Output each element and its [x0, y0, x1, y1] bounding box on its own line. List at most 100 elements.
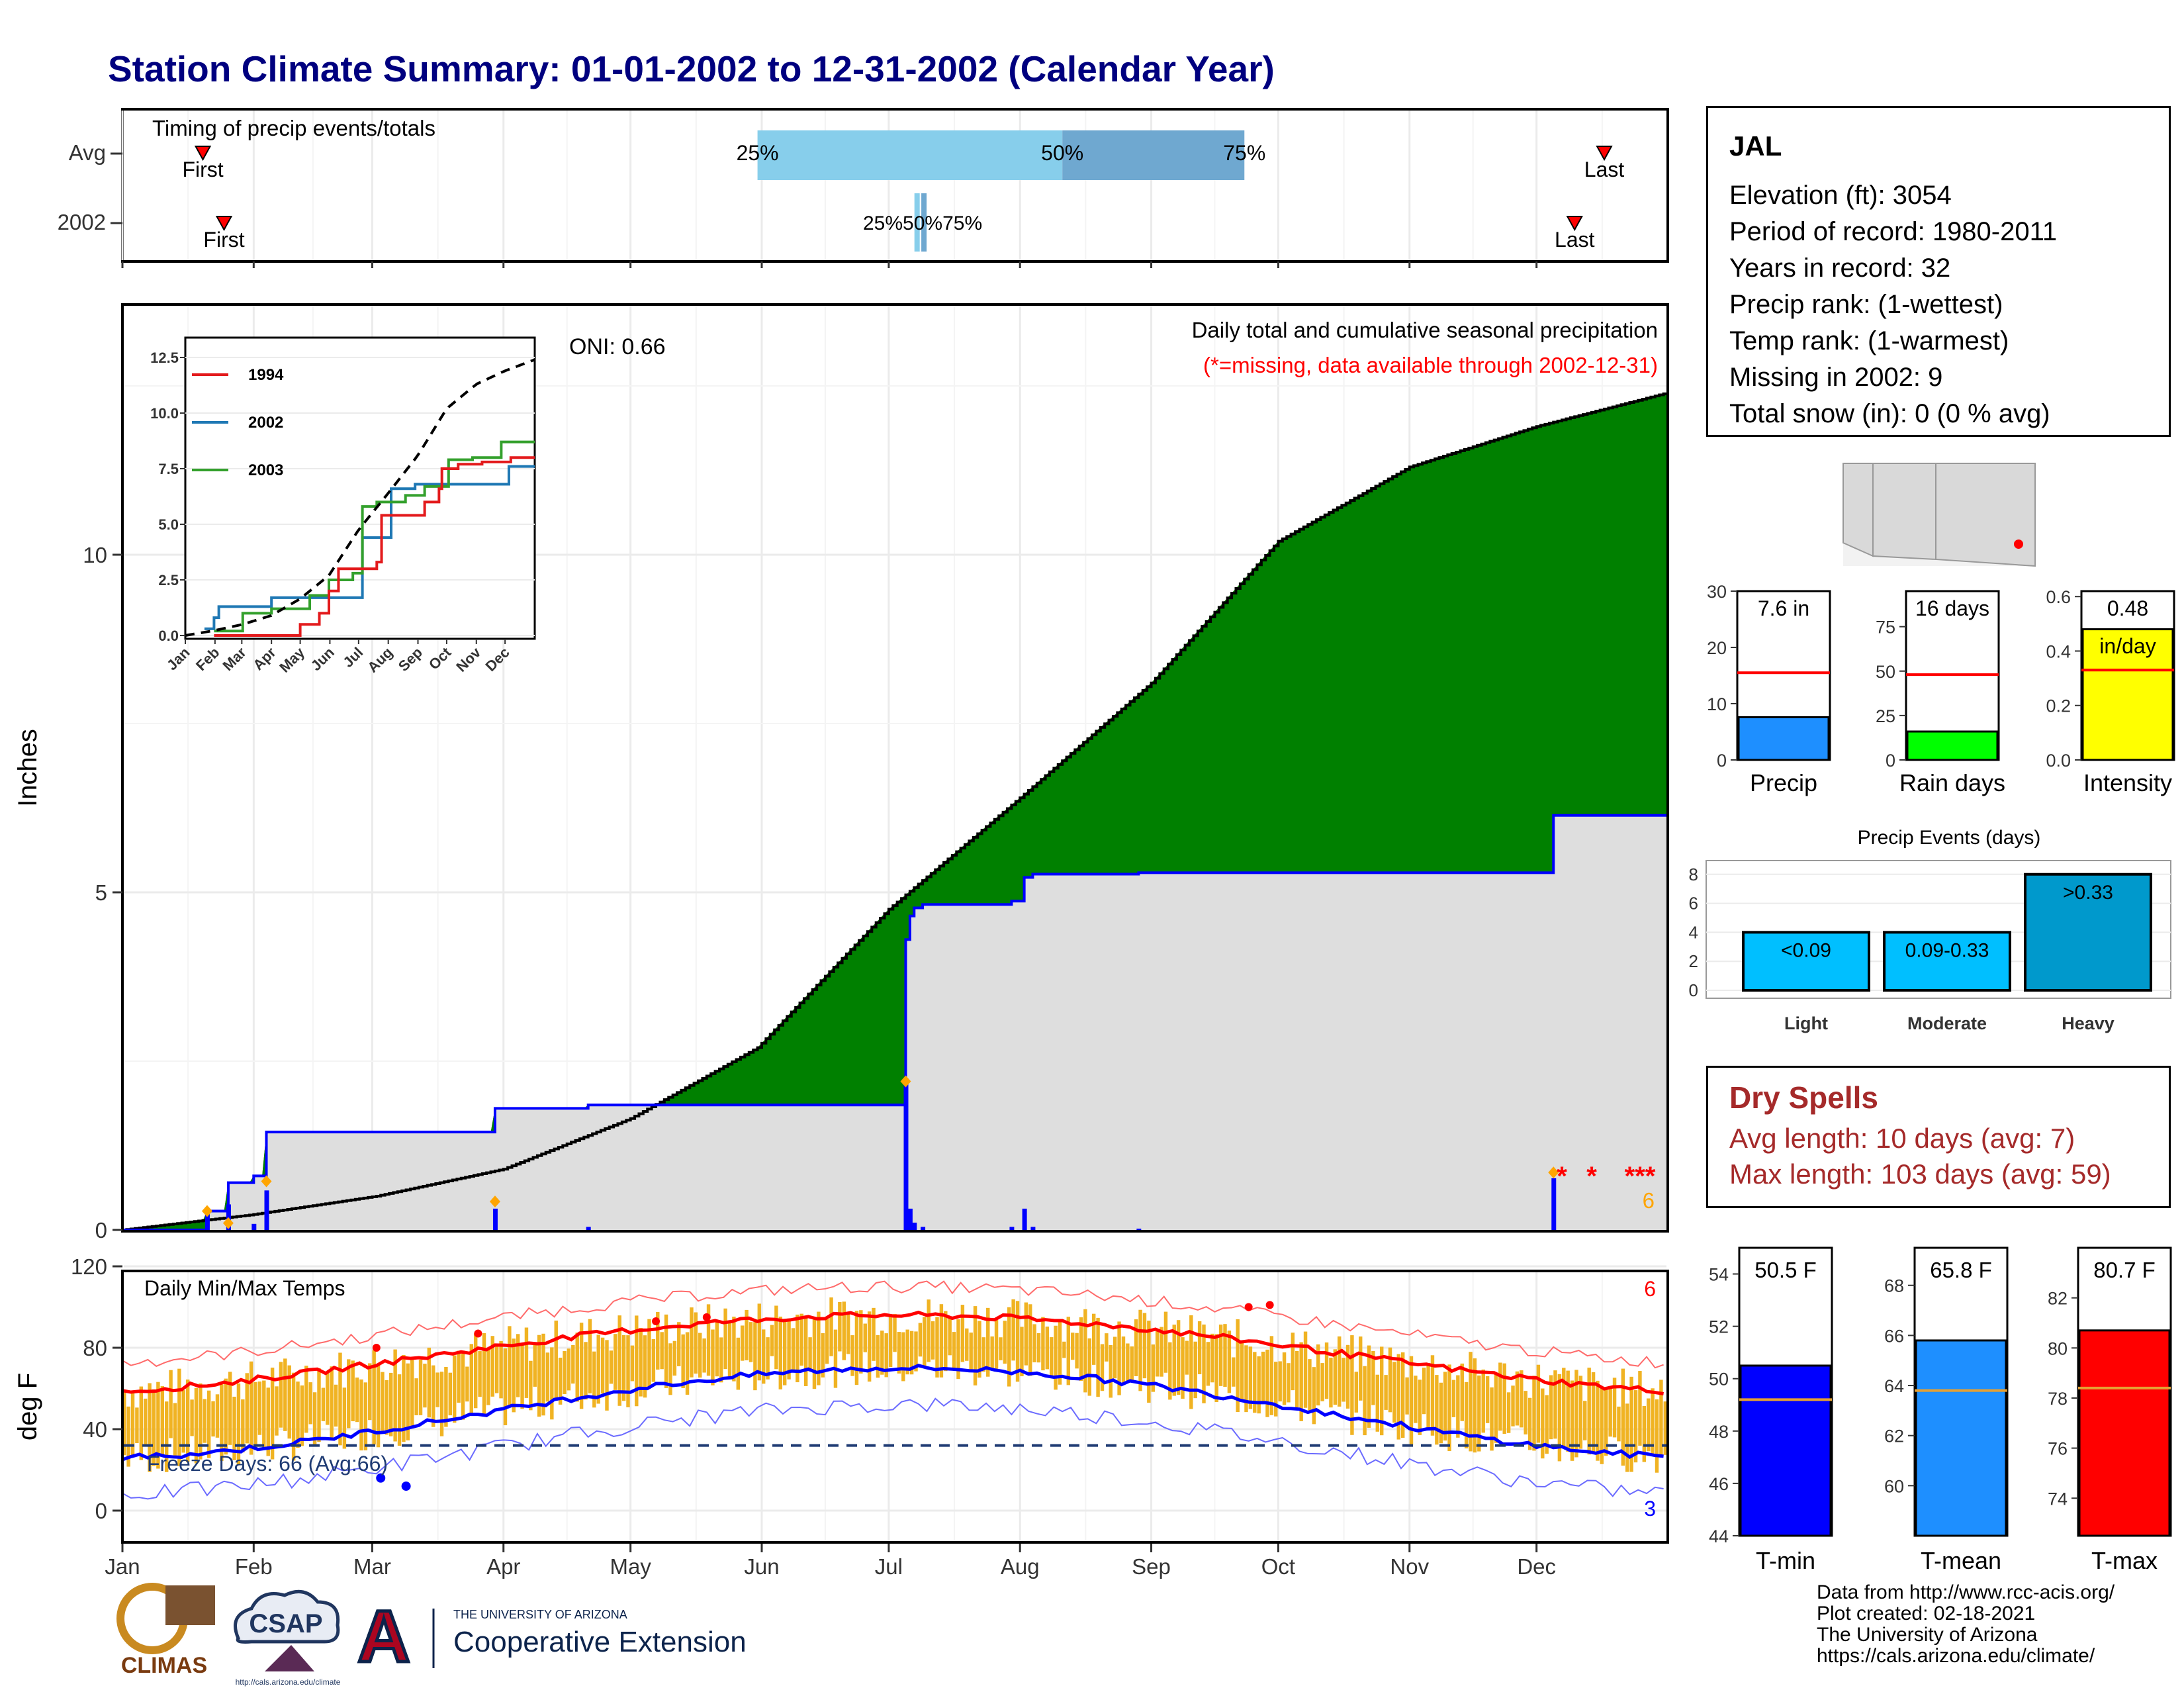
temp-bar-263	[1236, 1319, 1240, 1413]
temp-bar-73	[432, 1365, 435, 1427]
temp-bar-359	[1642, 1406, 1647, 1462]
summary-bar-0-tick-label-1: 10	[1707, 694, 1727, 714]
temp-bar-331	[1524, 1391, 1527, 1434]
summary-bar-fill-0	[1737, 716, 1830, 761]
temp-bar-61	[381, 1372, 385, 1431]
temp-bar-55	[355, 1377, 359, 1423]
temps-ytick-label-2: 80	[83, 1336, 107, 1360]
temp-bar-96	[529, 1360, 533, 1411]
temp-bar-308	[1426, 1363, 1430, 1429]
temp-bar-211	[1015, 1301, 1020, 1382]
temp-bar-90	[503, 1348, 508, 1426]
record-max-line	[122, 1280, 1664, 1369]
temp-bar-15	[185, 1379, 190, 1462]
temp-bar-2-tick-label-3: 80	[2048, 1338, 2068, 1358]
daily-precip-bar-8	[912, 1222, 917, 1230]
temp-bar-246	[1163, 1311, 1168, 1373]
event-dot-4	[900, 1075, 911, 1088]
temp-bar-105	[567, 1348, 571, 1391]
temp-bar-135	[694, 1312, 698, 1374]
events-cat-label-0: Light	[1784, 1013, 1828, 1033]
oni-label: ONI: 0.66	[569, 334, 666, 359]
temp-bar-fill-0	[1739, 1364, 1832, 1537]
temp-bar-17	[194, 1387, 199, 1464]
temp-bar-value-1: 65.8 F	[1930, 1258, 1992, 1282]
temp-bar-76	[444, 1366, 448, 1427]
temp-bar-139	[711, 1329, 715, 1385]
station-temp-rank: Temp rank: (1-warmest)	[1729, 326, 2009, 355]
temp-bar-186	[909, 1331, 914, 1375]
temp-bar-256	[1206, 1342, 1210, 1386]
temp-bar-39	[287, 1365, 291, 1439]
temp-bar-189	[923, 1317, 927, 1368]
temp-bar-fill-1	[1915, 1339, 2007, 1537]
temp-bar-361	[1651, 1388, 1655, 1456]
temp-bar-118	[621, 1335, 626, 1401]
temp-bar-225	[1075, 1333, 1079, 1369]
temp-bar-354	[1621, 1368, 1625, 1466]
temp-bar-23	[220, 1384, 224, 1462]
temp-bar-266	[1248, 1346, 1253, 1409]
record-low-dot-0	[376, 1473, 386, 1483]
month-axis: Jan Feb Mar Apr May Jun Jul Aug Sep Oct Nov Dec	[105, 1544, 1556, 1579]
credits: Data from http://www.rcc-acis.org/ Plot …	[1817, 1582, 2115, 1667]
temp-bar-343	[1574, 1370, 1578, 1458]
inset-ytick-label-4: 10.0	[150, 405, 179, 422]
temp-bar-100	[545, 1352, 550, 1402]
temp-bar-57	[363, 1382, 368, 1451]
temp-bar-72	[427, 1347, 432, 1418]
temp-bar-19	[203, 1399, 206, 1443]
record-high-dot-2	[652, 1317, 660, 1326]
temp-bar-167	[829, 1297, 833, 1356]
cumulative-2002-area	[122, 815, 1668, 1230]
temp-bar-0-tick-label-0: 44	[1709, 1526, 1729, 1546]
temp-bar-112	[596, 1335, 600, 1404]
summary-bar-label-0: Precip	[1750, 769, 1817, 796]
temp-bar-326	[1502, 1363, 1506, 1434]
missing-marks: * * ***	[1557, 1162, 1656, 1191]
temp-bar-51	[338, 1352, 342, 1446]
temp-bar-228	[1087, 1338, 1092, 1396]
precip-border	[121, 303, 1669, 1233]
temp-bar-265	[1244, 1345, 1248, 1413]
temp-bar-234	[1113, 1336, 1117, 1379]
temp-bar-251	[1185, 1340, 1189, 1375]
temp-bar-248	[1172, 1325, 1176, 1396]
temp-bar-159	[796, 1314, 799, 1383]
temp-bar-231	[1100, 1344, 1105, 1391]
inset-ytick-label-2: 5.0	[158, 516, 179, 533]
temp-bar-306	[1418, 1380, 1422, 1435]
temp-bar-254	[1197, 1321, 1202, 1375]
temp-bar-133	[685, 1332, 690, 1395]
inset-ytick-label-3: 7.5	[158, 461, 179, 477]
temp-bar-338	[1553, 1370, 1557, 1439]
temp-bar-247	[1168, 1342, 1172, 1400]
csap-url: http://cals.arizona.edu/climate	[236, 1677, 341, 1687]
temp-bar-317	[1464, 1382, 1469, 1449]
record-high-dot-1	[474, 1329, 482, 1338]
climas-text: CLIMAS	[121, 1653, 207, 1678]
temp-bar-253	[1193, 1341, 1197, 1399]
temp-bar-291	[1354, 1372, 1359, 1413]
temp-bar-301	[1396, 1354, 1401, 1440]
event-dot-3	[489, 1196, 500, 1208]
temp-bar-196	[952, 1332, 956, 1369]
temp-bar-129	[668, 1343, 672, 1395]
temp-bar-269	[1261, 1351, 1265, 1403]
dry-spells-box: Dry Spells Avg length: 10 days (avg: 7) …	[1706, 1066, 2171, 1208]
temp-bar-142	[723, 1308, 727, 1370]
temp-bar-319	[1473, 1358, 1477, 1453]
credit-source: Data from http://www.rcc-acis.org/	[1817, 1581, 2115, 1603]
temp-bar-276	[1291, 1333, 1295, 1391]
events-cat-label-2: Heavy	[2062, 1013, 2115, 1033]
temp-bar-43	[304, 1366, 308, 1433]
month-label-10: Nov	[1390, 1554, 1429, 1579]
temp-bar-339	[1557, 1374, 1562, 1462]
temp-bar-116	[614, 1334, 617, 1390]
avg-cumulative-line	[122, 392, 1669, 1231]
temp-bar-272	[1274, 1362, 1278, 1417]
temps-panel: deg F 0 40 80 120 Daily Min/Max Temps Freez…	[13, 1254, 1669, 1544]
summary-bar-label-1: Rain days	[1899, 769, 2005, 796]
temp-bar-157	[787, 1318, 791, 1380]
